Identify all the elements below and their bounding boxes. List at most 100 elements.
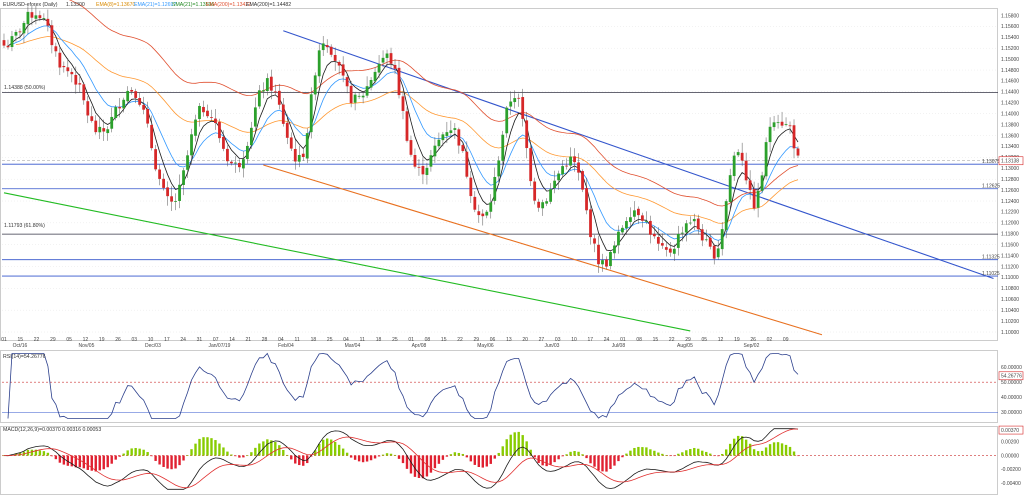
- candle-body: [425, 167, 429, 175]
- macd-histogram-bar: [377, 455, 381, 457]
- candle-body: [58, 52, 62, 68]
- price-axis-tick: 1.15000: [1001, 57, 1019, 63]
- candle-body: [281, 104, 285, 124]
- candle-body: [361, 95, 365, 98]
- macd-histogram-bar: [214, 440, 217, 456]
- macd-histogram-bar: [613, 455, 616, 466]
- candle-body: [297, 154, 301, 162]
- candle-body: [277, 90, 281, 105]
- candle-body: [529, 148, 533, 182]
- candle-body: [748, 180, 752, 190]
- x-axis-day-label: 02: [767, 337, 773, 343]
- candle-body: [772, 122, 776, 128]
- candle-body: [716, 248, 720, 258]
- candle-body: [142, 104, 146, 110]
- macd-histogram-bar: [190, 449, 193, 456]
- x-axis-day-label: 01: [408, 337, 414, 343]
- candle-body: [593, 238, 596, 244]
- x-axis-day-label: 26: [115, 337, 121, 343]
- macd-histogram-bar: [62, 455, 66, 465]
- price-axis-tick: 1.15800: [1001, 13, 1019, 19]
- candle-body: [433, 145, 437, 157]
- macd-histogram-bar: [234, 455, 237, 457]
- candle-body: [784, 124, 788, 125]
- macd-histogram-bar: [429, 455, 433, 473]
- macd-histogram-bar: [441, 455, 445, 460]
- candle-body: [561, 166, 564, 175]
- macd-histogram-bar: [629, 450, 632, 456]
- macd-histogram-bar: [242, 455, 245, 458]
- macd-histogram-bar: [329, 439, 333, 456]
- macd-histogram-bar: [569, 451, 572, 456]
- macd-histogram-bar: [509, 434, 512, 456]
- macd-histogram-bar: [130, 448, 133, 456]
- macd-panel-border: [0, 426, 998, 495]
- macd-histogram-bar: [673, 455, 676, 457]
- candle-body: [601, 260, 604, 265]
- candle-body: [629, 217, 632, 222]
- macd-histogram-bar: [788, 446, 792, 456]
- macd-histogram-bar: [393, 454, 397, 456]
- macd-histogram-bar: [617, 455, 620, 462]
- macd-title: MACD(12,26,9)=0.00370 0.00316 0.00053: [3, 427, 101, 433]
- x-axis-month-label: Oct/16: [13, 343, 28, 349]
- x-axis-day-label: 22: [34, 337, 40, 343]
- price-axis-tick: 1.11000: [1001, 275, 1019, 281]
- candle-body: [660, 243, 664, 246]
- candle-body: [325, 45, 329, 48]
- macd-histogram-bar: [357, 455, 361, 462]
- macd-histogram-bar: [417, 455, 421, 478]
- macd-histogram-bar: [513, 432, 516, 456]
- ema-long-line: [68, 0, 799, 207]
- fib-50-label: 1.14388 (50.00%): [4, 85, 46, 91]
- macd-histogram-bar: [314, 450, 317, 456]
- candle-body: [118, 106, 122, 109]
- macd-panel: [0, 426, 998, 495]
- macd-histogram-bar: [701, 450, 704, 456]
- x-axis-day-label: 07: [213, 337, 219, 343]
- candle-body: [664, 247, 668, 250]
- macd-histogram-bar: [66, 455, 70, 466]
- candle-body: [241, 159, 245, 169]
- candle-body: [102, 128, 106, 132]
- macd-histogram-bar: [577, 451, 580, 456]
- macd-histogram-bar: [38, 450, 42, 456]
- candle-body: [329, 46, 333, 55]
- price-axis-tick: 1.14800: [1001, 68, 1019, 74]
- macd-histogram-bar: [661, 453, 664, 456]
- macd-histogram-bar: [158, 455, 161, 465]
- macd-histogram-bar: [597, 455, 600, 471]
- price-axis-tick: 1.14000: [1001, 111, 1019, 117]
- candle-body: [513, 98, 517, 103]
- macd-histogram-bar: [286, 454, 289, 456]
- candle-body: [656, 236, 660, 244]
- candle-body: [86, 101, 90, 116]
- macd-histogram-bar: [473, 455, 477, 465]
- x-axis-day-label: 01: [620, 337, 626, 343]
- candle-body: [565, 165, 568, 167]
- candle-body: [174, 201, 177, 202]
- x-axis-month-label: Jul/08: [612, 343, 626, 349]
- candle-body: [357, 95, 361, 97]
- candle-body: [170, 196, 173, 202]
- candle-body: [397, 67, 401, 96]
- macd-histogram-bar: [397, 455, 401, 459]
- candle-body: [337, 61, 341, 66]
- candle-body: [305, 133, 309, 159]
- macd-histogram-bar: [282, 449, 285, 456]
- candle-body: [457, 129, 461, 146]
- macd-histogram-bar: [122, 453, 125, 456]
- candle-body: [692, 218, 696, 222]
- macd-histogram-bar: [669, 455, 672, 457]
- macd-histogram-bar: [720, 453, 724, 456]
- candle-body: [401, 96, 405, 111]
- macd-histogram-bar: [166, 455, 169, 469]
- candle-body: [585, 188, 588, 211]
- macd-histogram-bar: [74, 455, 78, 468]
- x-axis-day-label: 05: [66, 337, 72, 343]
- x-axis-day-label: 12: [718, 337, 724, 343]
- macd-histogram-bar: [748, 443, 752, 456]
- macd-histogram-bar: [537, 455, 540, 463]
- candle-body: [652, 233, 656, 237]
